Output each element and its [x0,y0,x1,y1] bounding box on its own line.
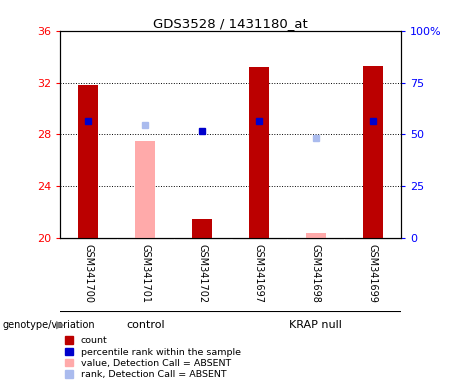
Bar [78,85,98,238]
Bar [192,218,212,238]
Text: control: control [126,320,165,330]
Bar [249,67,269,238]
Legend: count, percentile rank within the sample, value, Detection Call = ABSENT, rank, : count, percentile rank within the sample… [65,336,241,379]
Text: KRAP null: KRAP null [290,320,342,330]
Text: GSM341700: GSM341700 [83,244,94,303]
Bar [363,66,383,238]
Text: genotype/variation: genotype/variation [2,320,95,330]
Text: GSM341698: GSM341698 [311,244,321,303]
Bar [135,141,155,238]
Bar [306,233,326,238]
Text: ▶: ▶ [56,320,65,330]
Text: GSM341701: GSM341701 [140,244,150,303]
Text: GSM341702: GSM341702 [197,244,207,303]
Title: GDS3528 / 1431180_at: GDS3528 / 1431180_at [153,17,308,30]
Text: GSM341699: GSM341699 [367,244,378,303]
Text: GSM341697: GSM341697 [254,244,264,303]
